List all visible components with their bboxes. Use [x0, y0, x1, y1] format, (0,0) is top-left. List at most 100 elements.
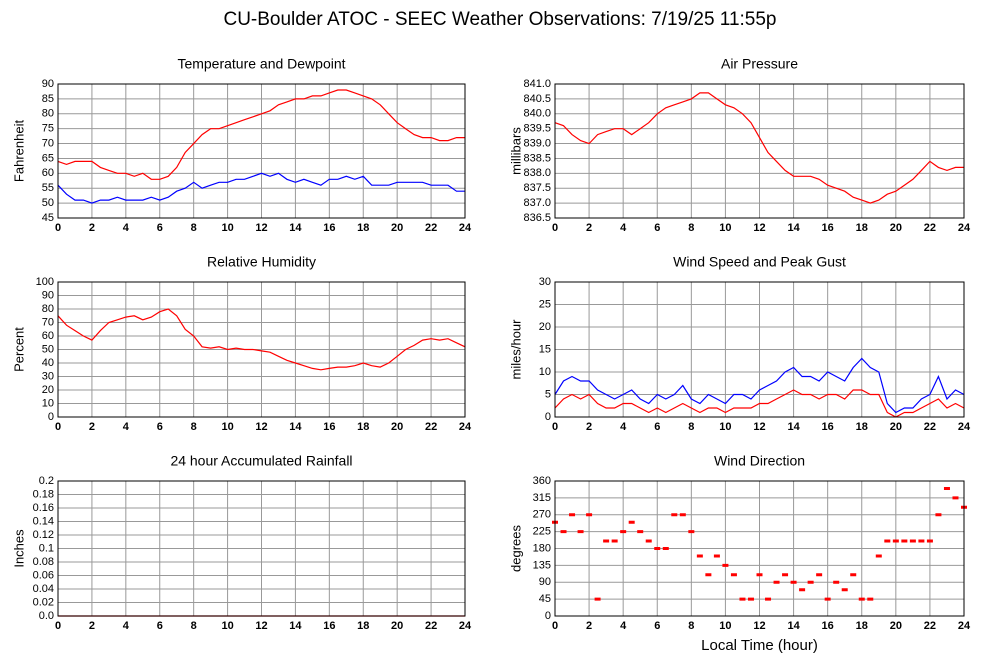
x-tick-label: 6	[157, 620, 163, 632]
panel-title: Wind Direction	[714, 453, 805, 469]
x-tick-label: 6	[654, 222, 660, 234]
data-point	[841, 588, 848, 592]
x-tick-label: 24	[958, 222, 971, 234]
y-tick-label: 40	[42, 357, 54, 369]
x-tick-label: 14	[787, 222, 800, 234]
x-tick-label: 22	[425, 222, 437, 234]
y-tick-label: 840.0	[523, 108, 551, 120]
y-tick-label: 839.0	[523, 137, 551, 149]
data-point	[892, 539, 899, 543]
y-tick-label: 55	[42, 182, 54, 194]
y-tick-label: 0	[545, 411, 551, 423]
y-axis-label: Percent	[11, 327, 26, 372]
x-tick-label: 20	[890, 620, 902, 632]
data-line	[57, 172, 465, 204]
x-tick-label: 16	[323, 421, 335, 433]
panel: Wind Speed and Peak Gust miles/hour 0 5 10 15…	[508, 254, 971, 433]
data-point	[901, 539, 908, 543]
data-point	[918, 539, 925, 543]
panel-title: Wind Speed and Peak Gust	[673, 254, 846, 270]
x-tick-label: 2	[586, 222, 592, 234]
y-tick-label: 135	[533, 559, 551, 571]
plot-border	[554, 83, 965, 219]
data-point	[611, 539, 618, 543]
y-tick-label: 0.2	[39, 475, 54, 487]
x-tick-label: 18	[856, 421, 868, 433]
y-tick-label: 20	[42, 384, 54, 396]
data-point	[730, 573, 737, 577]
x-tick-label: 24	[958, 620, 971, 632]
x-tick-label: 20	[391, 620, 403, 632]
x-tick-label: 10	[719, 222, 731, 234]
x-tick-label: 10	[221, 620, 233, 632]
x-tick-label: 4	[620, 620, 627, 632]
data-point	[824, 597, 831, 601]
y-tick-label: 837.0	[523, 197, 551, 209]
y-tick-label: 85	[42, 93, 54, 105]
y-tick-label: 0.08	[33, 556, 54, 568]
y-tick-label: 841.0	[523, 78, 551, 90]
y-tick-label: 45	[539, 593, 551, 605]
x-tick-label: 8	[191, 421, 197, 433]
data-point	[696, 554, 703, 558]
data-line	[57, 308, 466, 371]
data-point	[943, 487, 950, 490]
y-tick-label: 25	[539, 298, 551, 310]
y-tick-label: 270	[533, 509, 551, 521]
data-point	[765, 597, 772, 601]
panel: Relative HumidityPercent0102030405060708…	[11, 254, 472, 433]
y-tick-label: 5	[545, 388, 551, 400]
data-line	[57, 89, 465, 180]
y-tick-label: 360	[533, 475, 551, 487]
x-tick-label: 20	[391, 222, 403, 234]
x-tick-label: 22	[924, 620, 936, 632]
panel-title: Temperature and Dewpoint	[177, 56, 345, 72]
y-tick-label: 839.5	[523, 123, 551, 135]
y-tick-label: 30	[42, 370, 54, 382]
plot-border	[57, 480, 466, 617]
y-tick-label: 65	[42, 152, 54, 164]
x-tick-label: 16	[822, 620, 834, 632]
y-tick-label: 225	[533, 526, 551, 538]
data-point	[603, 539, 610, 543]
y-axis-label: Fahrenheit	[11, 120, 26, 183]
x-tick-label: 6	[157, 421, 163, 433]
x-tick-label: 10	[221, 421, 233, 433]
data-point	[560, 530, 567, 534]
y-tick-label: 0.06	[33, 569, 54, 581]
x-tick-label: 18	[856, 620, 868, 632]
y-tick-label: 20	[539, 321, 551, 333]
x-tick-label: 10	[719, 620, 731, 632]
data-point	[782, 573, 789, 577]
y-tick-label: 315	[533, 492, 551, 504]
y-tick-label: 80	[42, 108, 54, 120]
data-point	[637, 530, 644, 534]
y-tick-label: 837.5	[523, 182, 551, 194]
x-tick-label: 0	[55, 421, 61, 433]
panel-title: Air Pressure	[721, 56, 798, 72]
x-tick-label: 4	[123, 620, 130, 632]
x-tick-label: 22	[425, 620, 437, 632]
x-tick-label: 14	[289, 222, 302, 234]
data-point	[756, 573, 763, 577]
y-axis-label: millibars	[508, 127, 523, 175]
y-tick-label: 0.1	[39, 542, 54, 554]
y-tick-label: 50	[42, 197, 54, 209]
data-point	[833, 580, 840, 584]
y-tick-label: 10	[539, 366, 551, 378]
panel-title: Relative Humidity	[207, 254, 316, 270]
x-tick-label: 18	[856, 222, 868, 234]
x-tick-label: 4	[620, 222, 627, 234]
y-tick-label: 0.12	[33, 529, 54, 541]
y-tick-label: 75	[42, 123, 54, 135]
y-tick-label: 30	[539, 276, 551, 288]
data-point	[773, 580, 780, 584]
y-axis-label: miles/hour	[508, 319, 523, 380]
data-point	[705, 573, 712, 577]
data-point	[662, 547, 669, 550]
x-tick-label: 8	[688, 222, 694, 234]
y-tick-label: 15	[539, 343, 551, 355]
x-tick-label: 22	[924, 421, 936, 433]
x-tick-label: 0	[552, 222, 558, 234]
